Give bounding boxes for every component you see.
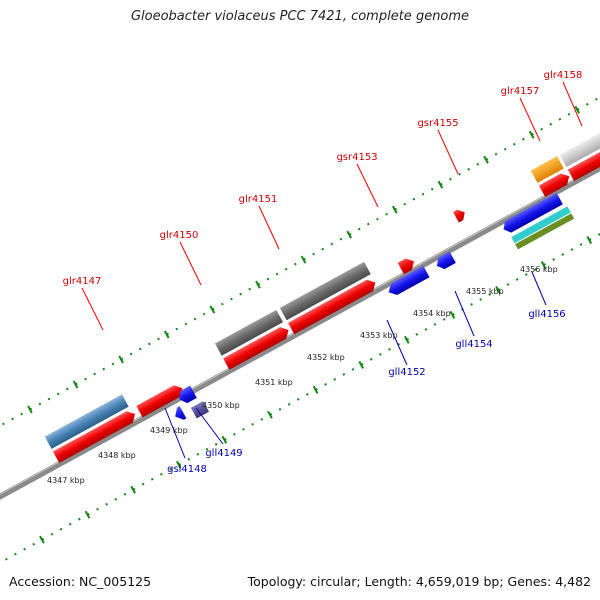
major-tick bbox=[175, 460, 182, 469]
leader-glr4147 bbox=[81, 287, 104, 331]
kbp-4350: 4350 kbp bbox=[202, 401, 240, 410]
label-gll4154: gll4154 bbox=[455, 339, 492, 350]
major-tick bbox=[300, 255, 307, 264]
major-tick bbox=[312, 385, 319, 394]
kbp-4354: 4354 kbp bbox=[413, 309, 451, 318]
major-tick bbox=[27, 405, 33, 414]
cds-glr4147b-inner bbox=[136, 385, 183, 418]
major-tick bbox=[130, 485, 136, 494]
sequence-backbone bbox=[0, 146, 600, 517]
kbp-4348: 4348 kbp bbox=[98, 451, 136, 460]
gene-gll4156-cyan bbox=[511, 206, 571, 244]
major-tick bbox=[209, 305, 216, 314]
label-glr4150: glr4150 bbox=[160, 230, 199, 241]
cds-glr4158-inner bbox=[567, 136, 600, 182]
major-tick bbox=[221, 435, 228, 444]
cds-gll4149-gene bbox=[190, 401, 209, 419]
cds-gll4149 bbox=[179, 385, 197, 404]
cds-gll4154 bbox=[436, 251, 456, 270]
major-tick bbox=[163, 330, 170, 339]
gene-gll4156-olive bbox=[515, 213, 575, 250]
cds-gsl4148 bbox=[175, 406, 187, 420]
leader-gll4152 bbox=[386, 319, 408, 366]
genome-summary: Topology: circular; Length: 4,659,019 bp… bbox=[247, 574, 591, 589]
major-tick bbox=[346, 230, 352, 239]
cds-gsr4155 bbox=[453, 209, 465, 223]
label-glr4147: glr4147 bbox=[63, 276, 102, 287]
cds-gsr4153 bbox=[397, 258, 414, 275]
kbp-4352: 4352 kbp bbox=[307, 353, 345, 362]
cds-glr4147-inner bbox=[52, 411, 136, 463]
leader-glr4151 bbox=[258, 205, 280, 250]
major-tick bbox=[437, 180, 444, 189]
figure-title: Gloeobacter violaceus PCC 7421, complete… bbox=[130, 9, 470, 24]
kbp-4353: 4353 kbp bbox=[360, 331, 398, 340]
leader-gll4154 bbox=[454, 290, 475, 337]
leader-gll4156 bbox=[531, 271, 547, 306]
major-tick bbox=[495, 285, 501, 294]
kbp-4347: 4347 kbp bbox=[47, 476, 85, 485]
gene-glr4150 bbox=[214, 309, 284, 356]
major-tick bbox=[391, 205, 398, 214]
major-tick bbox=[540, 260, 547, 269]
label-glr4157: glr4157 bbox=[501, 86, 540, 97]
kbp-major-ticks bbox=[27, 105, 593, 544]
label-gll4152: gll4152 bbox=[388, 367, 425, 378]
label-glr4151: glr4151 bbox=[239, 194, 278, 205]
leader-glr4150 bbox=[179, 241, 202, 286]
leader-gsr4153 bbox=[356, 163, 379, 208]
major-tick bbox=[267, 410, 273, 419]
major-tick bbox=[39, 535, 45, 544]
kbp-4351: 4351 kbp bbox=[255, 378, 293, 387]
major-tick bbox=[118, 355, 124, 364]
gene-glr4151 bbox=[279, 261, 371, 321]
accession-text: Accession: NC_005125 bbox=[9, 574, 152, 589]
cds-glr4151-inner bbox=[288, 279, 376, 335]
gene-glr4157 bbox=[530, 156, 564, 183]
major-tick bbox=[255, 280, 261, 289]
label-leaders bbox=[81, 81, 583, 331]
label-gll4149: gll4149 bbox=[205, 448, 242, 459]
leader-glr4157 bbox=[519, 97, 541, 142]
kbp-4355: 4355 kbp bbox=[466, 287, 504, 296]
gene-glr4158 bbox=[559, 121, 600, 168]
label-gsr4155: gsr4155 bbox=[417, 118, 458, 129]
label-glr4158: glr4158 bbox=[544, 70, 583, 81]
cds-gll4156 bbox=[503, 192, 563, 233]
major-tick bbox=[404, 335, 410, 344]
label-gll4156: gll4156 bbox=[528, 309, 565, 320]
cds-glr4157-inner bbox=[538, 173, 570, 197]
leader-glr4158 bbox=[562, 81, 583, 127]
gene-glr4147 bbox=[44, 394, 129, 449]
kbp-4349: 4349 kbp bbox=[150, 426, 188, 435]
major-tick bbox=[574, 105, 581, 114]
label-leaders-bottom bbox=[164, 271, 547, 459]
major-tick bbox=[84, 510, 91, 519]
leader-gll4149 bbox=[195, 407, 224, 445]
label-gsl4148: gsl4148 bbox=[167, 464, 207, 475]
map-layer bbox=[0, 93, 600, 566]
major-tick bbox=[358, 360, 364, 369]
major-tick bbox=[449, 310, 456, 319]
kbp-4356: 4356 kbp bbox=[520, 265, 558, 274]
major-tick bbox=[528, 130, 535, 139]
major-tick bbox=[586, 236, 593, 244]
reverse-tick-track bbox=[0, 198, 600, 566]
forward-tick-track bbox=[0, 93, 600, 461]
major-tick bbox=[72, 380, 79, 389]
cds-glr4150-inner bbox=[223, 327, 289, 370]
leader-gsl4148 bbox=[164, 407, 186, 459]
major-tick bbox=[483, 155, 489, 164]
label-gsr4153: gsr4153 bbox=[336, 152, 377, 163]
leader-gsr4155 bbox=[437, 129, 459, 175]
cds-gll4152 bbox=[388, 265, 430, 296]
